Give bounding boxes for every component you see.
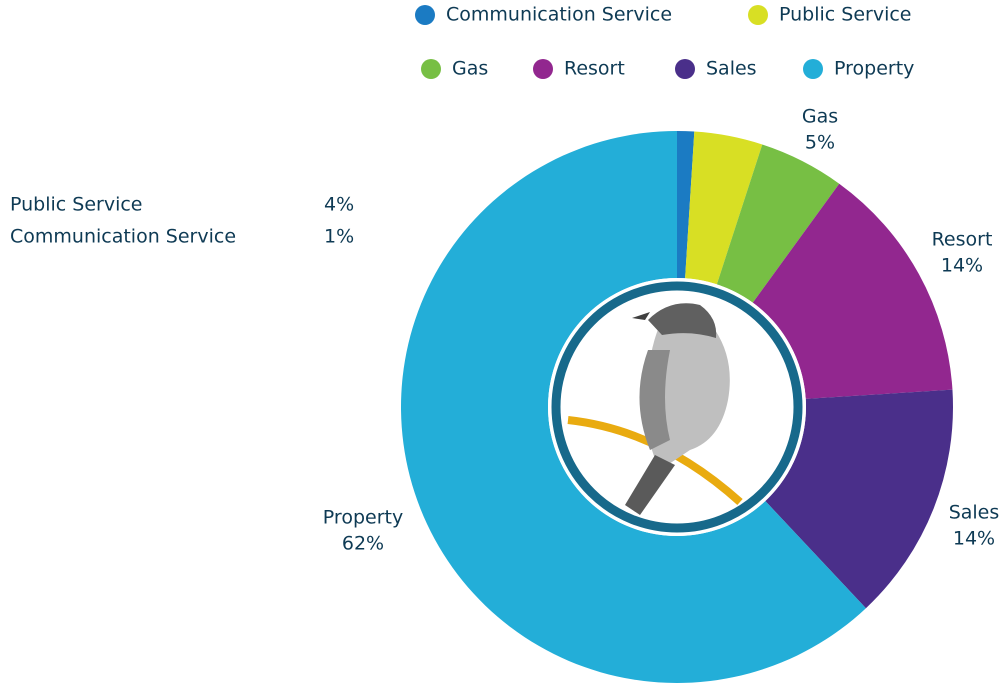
legend-swatch bbox=[675, 59, 695, 79]
legend-label: Gas bbox=[452, 58, 488, 80]
slice bbox=[752, 183, 953, 399]
side-value: 4% bbox=[324, 194, 354, 216]
legend-label: Communication Service bbox=[446, 4, 672, 26]
slice-label: Resort bbox=[932, 229, 993, 251]
slice bbox=[685, 131, 763, 285]
slice-value: 62% bbox=[342, 533, 384, 555]
legend-swatch bbox=[533, 59, 553, 79]
slice-value: 5% bbox=[805, 132, 835, 154]
side-label: Communication Service bbox=[10, 226, 236, 248]
bird-beak bbox=[632, 312, 650, 320]
legend-swatch bbox=[748, 5, 768, 25]
side-value: 1% bbox=[324, 226, 354, 248]
center-emblem bbox=[548, 278, 806, 536]
slice bbox=[401, 131, 866, 683]
side-label: Public Service bbox=[10, 194, 143, 216]
slice bbox=[765, 389, 953, 609]
legend-label: Sales bbox=[706, 58, 757, 80]
slice bbox=[716, 144, 840, 303]
slice-label: Property bbox=[323, 507, 403, 529]
slice-label: Gas bbox=[802, 106, 838, 128]
legend-label: Resort bbox=[564, 58, 625, 80]
legend-swatch bbox=[421, 59, 441, 79]
slice bbox=[677, 131, 695, 279]
slice-value: 14% bbox=[941, 255, 983, 277]
slice-label: Sales bbox=[949, 502, 1000, 524]
legend-swatch bbox=[415, 5, 435, 25]
legend-label: Property bbox=[834, 58, 914, 80]
legend-label: Public Service bbox=[779, 4, 912, 26]
legend-swatch bbox=[803, 59, 823, 79]
bird-head bbox=[648, 303, 717, 338]
bird-wing bbox=[639, 350, 670, 450]
bird-tail bbox=[625, 455, 675, 515]
slices bbox=[401, 131, 953, 683]
legend: Communication Service Public Service Gas Re… bbox=[415, 4, 914, 80]
labels: Communication Service 1% Public Service 4% G… bbox=[10, 106, 999, 555]
slice-value: 14% bbox=[953, 528, 995, 550]
